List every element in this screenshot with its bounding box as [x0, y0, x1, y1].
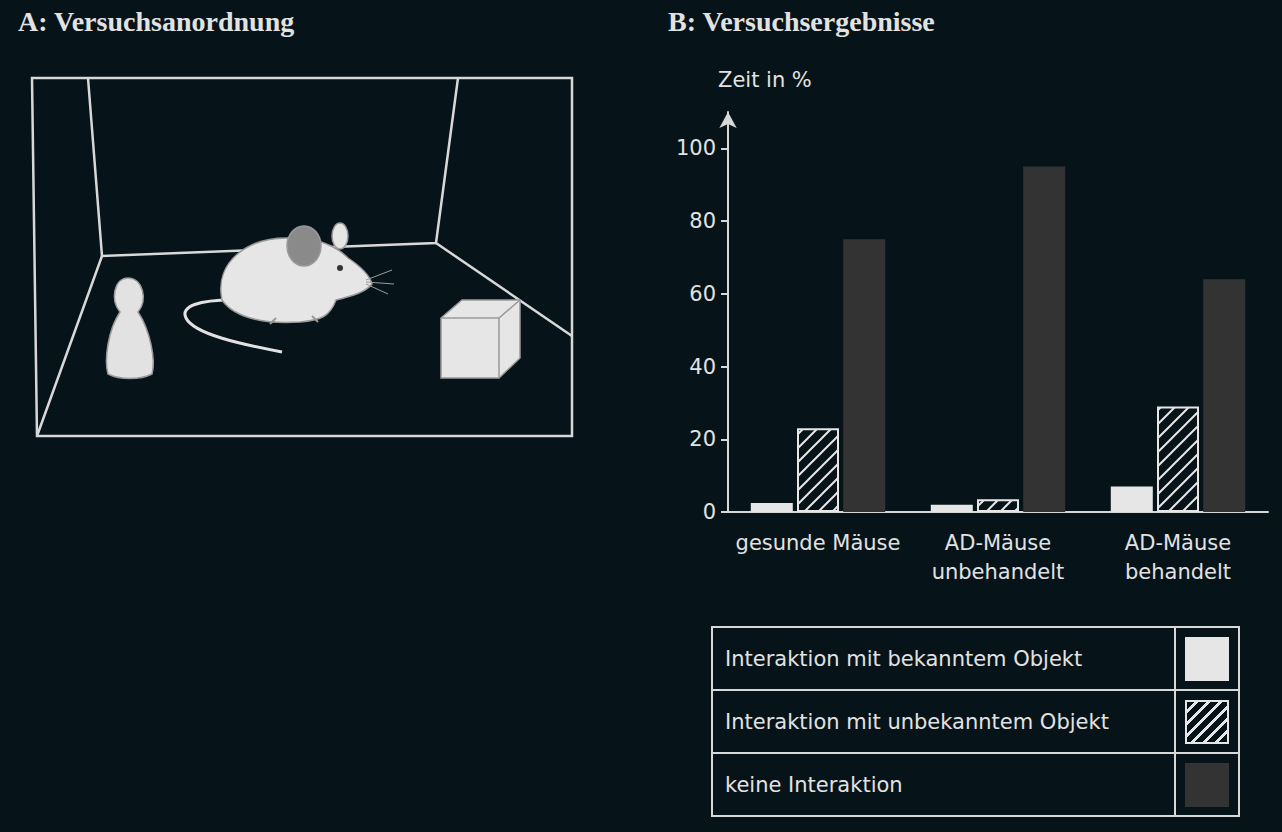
html-text:B: Versuchsergebnisse: B: Versuchsergebnisse	[668, 6, 935, 37]
html-text:A: Versuchsanordnung: A: Versuchsanordnung	[18, 6, 295, 37]
svg-text:0: 0	[703, 500, 716, 524]
html-text:Interaktion mit bekanntem Obje: Interaktion mit bekanntem Objekt	[725, 646, 1083, 671]
svg-text:80: 80	[689, 209, 716, 233]
svg-text:40: 40	[689, 355, 716, 379]
svg-text:AD-Mäuse: AD-Mäuse	[945, 531, 1051, 555]
svg-text:unbehandelt: unbehandelt	[932, 560, 1065, 584]
svg-text:AD-Mäuse: AD-Mäuse	[1125, 531, 1231, 555]
svg-text:100: 100	[676, 136, 716, 160]
svg-text:60: 60	[689, 282, 716, 306]
svg-text:20: 20	[689, 427, 716, 451]
html-text:keine Interaktion: keine Interaktion	[725, 772, 903, 797]
svg-text:behandelt: behandelt	[1125, 560, 1231, 584]
html-text:Interaktion mit unbekanntem Ob: Interaktion mit unbekanntem Objekt	[725, 709, 1109, 734]
svg-text:Zeit in %: Zeit in %	[718, 68, 812, 92]
svg-text:gesunde Mäuse: gesunde Mäuse	[736, 531, 901, 555]
